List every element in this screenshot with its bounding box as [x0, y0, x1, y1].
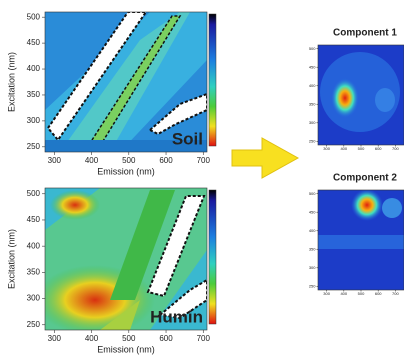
x-tick-label: 600	[159, 156, 173, 165]
colorbar	[208, 189, 217, 325]
x-tick-label: 300	[323, 291, 330, 296]
y-axis-label: Excitation (nm)	[6, 229, 16, 289]
x-tick-label: 400	[85, 334, 99, 343]
x-tick-label: 300	[323, 146, 330, 151]
y-tick-label: 450	[309, 64, 316, 69]
component2-map	[318, 190, 404, 290]
component1-map	[318, 45, 404, 145]
x-tick-label: 500	[122, 334, 136, 343]
colorbar	[208, 13, 217, 147]
x-tick-label: 500	[122, 156, 136, 165]
humin-contour	[45, 188, 207, 330]
annotation: Humin	[150, 307, 203, 326]
y-tick-label: 300	[309, 265, 316, 270]
y-tick-label: 400	[309, 83, 316, 88]
y-tick-label: 250	[27, 320, 41, 329]
y-tick-label: 350	[309, 246, 316, 251]
x-tick-label: 700	[392, 291, 399, 296]
x-tick-label: 700	[197, 334, 211, 343]
y-tick-label: 300	[309, 120, 316, 125]
y-tick-label: 500	[309, 46, 316, 51]
y-tick-label: 400	[27, 241, 41, 250]
x-tick-label: 500	[358, 291, 365, 296]
x-tick-label: 300	[48, 156, 62, 165]
x-tick-label: 400	[340, 146, 347, 151]
annotation: Soil	[172, 129, 203, 148]
plot-frame	[44, 11, 208, 153]
y-tick-label: 350	[27, 90, 41, 99]
y-tick-label: 400	[27, 64, 41, 73]
x-tick-label: 700	[392, 146, 399, 151]
y-tick-label: 250	[309, 138, 316, 143]
x-tick-label: 600	[159, 334, 173, 343]
y-tick-label: 450	[309, 209, 316, 214]
x-axis-label: Emission (nm)	[97, 166, 155, 176]
x-tick-label: 600	[375, 146, 382, 151]
x-tick-label: 600	[375, 291, 382, 296]
x-tick-label: 700	[197, 156, 211, 165]
y-tick-label: 450	[27, 215, 41, 224]
y-tick-label: 300	[27, 294, 41, 303]
arrow	[231, 137, 300, 179]
x-tick-label: 400	[340, 291, 347, 296]
x-tick-label: 400	[85, 156, 99, 165]
y-tick-label: 300	[27, 116, 41, 125]
y-tick-label: 350	[27, 267, 41, 276]
y-tick-label: 350	[309, 101, 316, 106]
panel-title: Component 1	[333, 28, 397, 39]
x-axis-label: Emission (nm)	[97, 344, 155, 354]
y-tick-label: 500	[27, 189, 41, 198]
y-tick-label: 250	[309, 283, 316, 288]
x-tick-label: 500	[358, 146, 365, 151]
plot-frame	[44, 187, 208, 331]
y-tick-label: 450	[27, 38, 41, 47]
y-axis-label: Excitation (nm)	[6, 52, 16, 112]
y-tick-label: 400	[309, 228, 316, 233]
y-tick-label: 500	[309, 191, 316, 196]
y-tick-label: 500	[27, 12, 41, 21]
panel-title: Component 2	[333, 173, 397, 184]
soil-contour	[45, 12, 207, 152]
y-tick-label: 250	[27, 142, 41, 151]
x-tick-label: 300	[48, 334, 62, 343]
